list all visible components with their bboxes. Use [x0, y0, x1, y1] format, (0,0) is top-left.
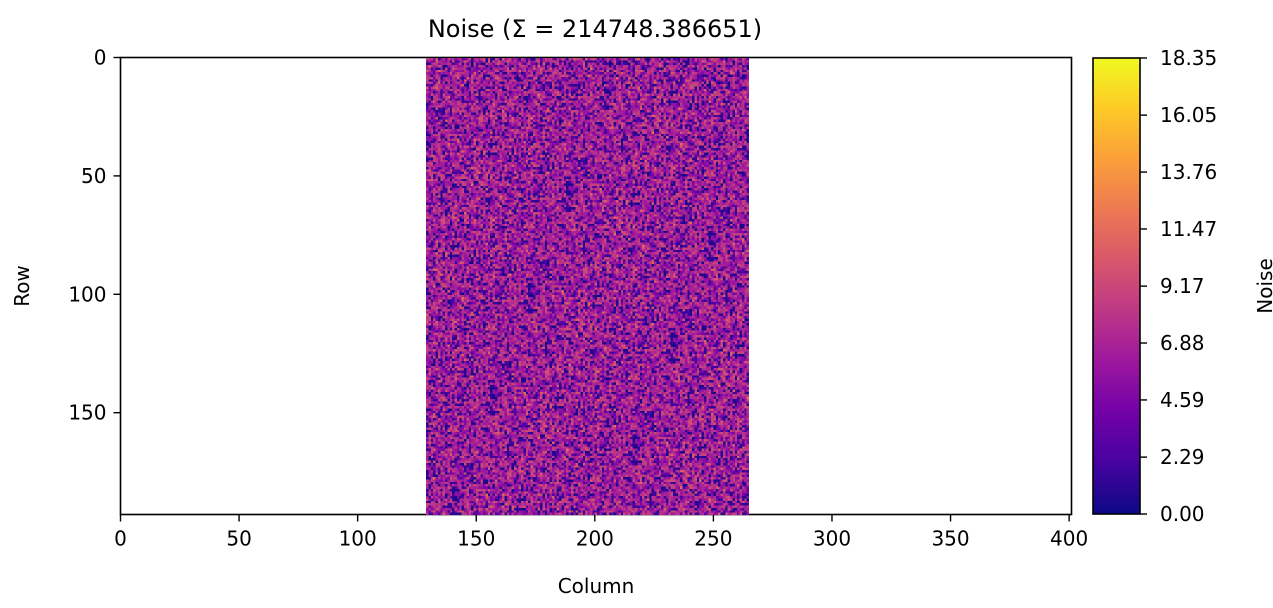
colorbar-tick-label: 0.00 — [1160, 502, 1205, 526]
y-axis-ticks: 0 50 100 150 — [68, 46, 121, 425]
x-tick-label: 400 — [1050, 527, 1088, 551]
colorbar-frame — [1092, 57, 1141, 515]
colorbar-tick-label: 9.17 — [1160, 274, 1205, 298]
x-tick-label: 0 — [114, 527, 127, 551]
colorbar-tick-label: 2.29 — [1160, 445, 1205, 469]
x-tick-label: 250 — [694, 527, 732, 551]
colorbar-tick-label: 16.05 — [1160, 103, 1217, 127]
x-axis-ticks: 0 50 100 150 200 250 300 350 400 — [114, 514, 1088, 551]
colorbar-tick-label: 13.76 — [1160, 160, 1217, 184]
y-tick-label: 100 — [68, 282, 106, 306]
colorbar-ticks: 0.00 2.29 4.59 6.88 9.17 11.47 13.76 16.05 18.35 — [1140, 46, 1217, 526]
x-tick-label: 200 — [576, 527, 614, 551]
y-axis-label: Row — [10, 265, 34, 307]
colorbar-tick-label: 11.47 — [1160, 217, 1217, 241]
y-tick-label: 0 — [94, 46, 107, 70]
x-tick-label: 300 — [813, 527, 851, 551]
x-tick-label: 350 — [931, 527, 969, 551]
colorbar — [1093, 58, 1140, 514]
y-tick-label: 150 — [68, 401, 106, 425]
x-axis-label: Column — [558, 574, 635, 598]
chart-title: Noise (Σ = 214748.386651) — [428, 15, 762, 43]
colorbar-tick-label: 18.35 — [1160, 46, 1217, 70]
colorbar-tick-label: 4.59 — [1160, 388, 1205, 412]
noise-heatmap — [426, 57, 749, 515]
colorbar-label: Noise — [1253, 258, 1273, 313]
y-tick-label: 50 — [81, 164, 106, 188]
x-tick-label: 100 — [339, 527, 377, 551]
x-tick-label: 150 — [457, 527, 495, 551]
x-tick-label: 50 — [226, 527, 251, 551]
colorbar-tick-label: 6.88 — [1160, 331, 1205, 355]
